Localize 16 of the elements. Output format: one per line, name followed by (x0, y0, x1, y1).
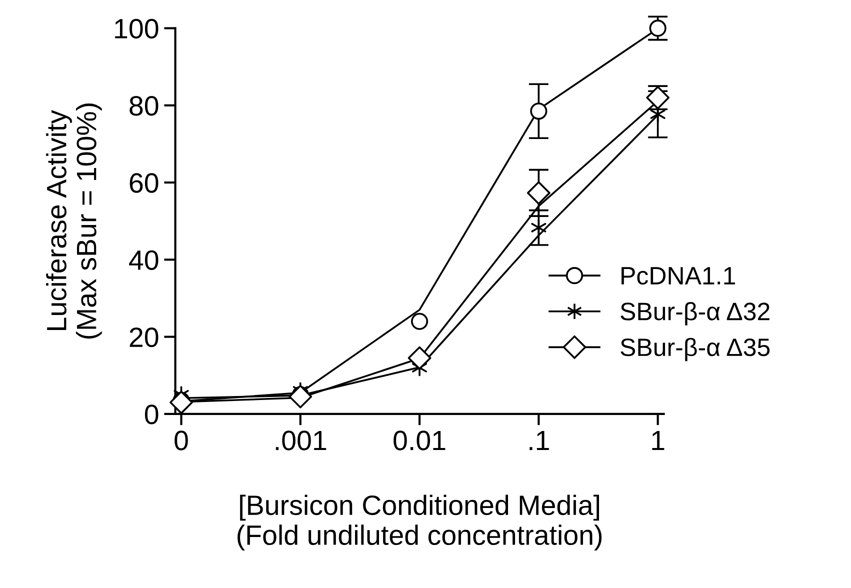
x-axis-title: [Bursicon Conditioned Media] (Fold undiluted concentration) (238, 494, 602, 551)
x-tick-label: 1 (652, 430, 664, 450)
y-tick-label: 40 (129, 250, 158, 270)
legend-label: SBur-β-α Δ35 (620, 338, 770, 362)
legend-label: PcDNA1.1 (622, 267, 735, 285)
x-tick-label: 0.01 (394, 430, 446, 450)
legend-label: SBur-β-α Δ32 (620, 302, 770, 326)
y-tick-label: 60 (130, 173, 158, 193)
x-tick-label: 0 (174, 430, 188, 450)
y-tick-label: 20 (130, 327, 158, 348)
y-tick-label: 100 (115, 18, 158, 39)
y-tick-label: 0 (144, 404, 158, 424)
y-tick-label: 80 (130, 96, 158, 116)
x-tick-label: .1 (530, 430, 549, 450)
x-tick-label: .001 (276, 430, 326, 450)
y-axis-title: Luciferase Activity (Max sBur = 100%) (46, 104, 102, 339)
